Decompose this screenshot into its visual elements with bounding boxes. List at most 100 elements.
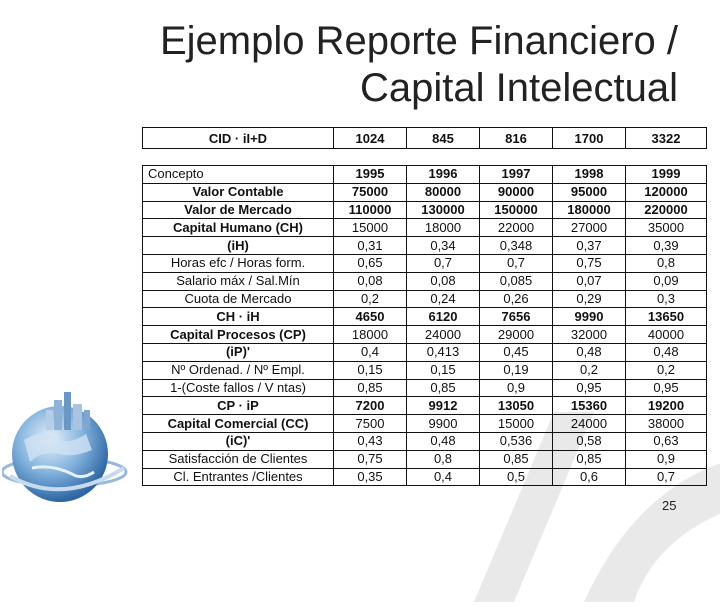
table-cell: 13650 xyxy=(625,307,707,327)
row-label: (iP)' xyxy=(142,342,334,362)
column-header: Concepto xyxy=(142,165,334,184)
table-cell: 0,6 xyxy=(552,467,626,487)
table-row: CP · iP 7200 9912 13050 15360 19200 xyxy=(142,396,707,416)
table-row: (iP)' 0,4 0,413 0,45 0,48 0,48 xyxy=(142,342,707,362)
table-cell: 0,2 xyxy=(552,360,626,380)
column-header: 1998 xyxy=(552,165,626,184)
table-cell: 7656 xyxy=(479,307,553,327)
table-cell: 90000 xyxy=(479,182,553,202)
table-cell: 0,95 xyxy=(625,378,707,398)
table-row: Capital Procesos (CP) 18000 24000 29000 3200… xyxy=(142,325,707,344)
table-cell: 0,9 xyxy=(625,449,707,469)
table-cell: 0,8 xyxy=(406,449,480,469)
top-row-label: CID · iI+D xyxy=(142,127,334,149)
table-cell: 15360 xyxy=(552,396,626,416)
table-cell: 0,7 xyxy=(625,467,707,487)
table-row: Horas efc / Horas form. 0,65 0,7 0,7 0,75 0,8 xyxy=(142,253,707,273)
row-label: Salario máx / Sal.Mín xyxy=(142,271,334,291)
column-header: 1997 xyxy=(479,165,553,184)
top-row-value: 3322 xyxy=(625,127,707,149)
table-cell: 0,48 xyxy=(625,342,707,362)
slide-title: Ejemplo Reporte Financiero / Capital Int… xyxy=(160,18,678,112)
globe-with-buildings-icon xyxy=(2,392,128,502)
table-cell: 0,95 xyxy=(552,378,626,398)
table-cell: 24000 xyxy=(406,325,480,344)
table-cell: 0,08 xyxy=(333,271,407,291)
table-cell: 9900 xyxy=(406,414,480,433)
table-cell: 0,58 xyxy=(552,431,626,451)
table-row: Cl. Entrantes /Clientes 0,35 0,4 0,5 0,6 0,7 xyxy=(142,467,707,487)
table-cell: 0,37 xyxy=(552,236,626,255)
top-row-value: 1700 xyxy=(552,127,626,149)
table-cell: 7200 xyxy=(333,396,407,416)
table-row: 1-(Coste fallos / V ntas) 0,85 0,85 0,9 0,95… xyxy=(142,378,707,398)
table-cell: 0,48 xyxy=(406,431,480,451)
column-header: 1999 xyxy=(625,165,707,184)
table-cell: 0,24 xyxy=(406,289,480,309)
table-cell: 9990 xyxy=(552,307,626,327)
table-cell: 0,348 xyxy=(479,236,553,255)
table-cell: 0,2 xyxy=(625,360,707,380)
table-row: Capital Humano (CH) 15000 18000 22000 27000 3… xyxy=(142,218,707,238)
row-label: Cuota de Mercado xyxy=(142,289,334,309)
top-row-value: 845 xyxy=(406,127,480,149)
table-cell: 130000 xyxy=(406,200,480,220)
table-cell: 35000 xyxy=(625,218,707,238)
top-row-value: 816 xyxy=(479,127,553,149)
table-header-row: Concepto 1995 1996 1997 1998 1999 xyxy=(142,165,707,184)
table-cell: 0,45 xyxy=(479,342,553,362)
table-row: Salario máx / Sal.Mín 0,08 0,08 0,085 0,07 0,… xyxy=(142,271,707,291)
table-cell: 0,48 xyxy=(552,342,626,362)
table-cell: 150000 xyxy=(479,200,553,220)
table-cell: 0,35 xyxy=(333,467,407,487)
table-cell: 0,29 xyxy=(552,289,626,309)
table-cell: 0,85 xyxy=(552,449,626,469)
table-cell: 32000 xyxy=(552,325,626,344)
table-cell: 0,7 xyxy=(406,253,480,273)
table-cell: 0,43 xyxy=(333,431,407,451)
table-cell: 15000 xyxy=(479,414,553,433)
table-row: CID · iI+D 1024 845 816 1700 3322 xyxy=(142,127,707,149)
column-header: 1996 xyxy=(406,165,480,184)
row-label: Cl. Entrantes /Clientes xyxy=(142,467,334,487)
table-cell: 18000 xyxy=(333,325,407,344)
row-label: Horas efc / Horas form. xyxy=(142,253,334,273)
table-cell: 0,5 xyxy=(479,467,553,487)
row-label: Capital Comercial (CC) xyxy=(142,414,334,433)
table-row: CH · iH 4650 6120 7656 9990 13650 xyxy=(142,307,707,327)
page-number: 25 xyxy=(662,498,677,513)
table-cell: 0,536 xyxy=(479,431,553,451)
row-label: Valor de Mercado xyxy=(142,200,334,220)
table-cell: 0,4 xyxy=(333,342,407,362)
table-cell: 0,09 xyxy=(625,271,707,291)
row-label: CH · iH xyxy=(142,307,334,327)
table-cell: 0,85 xyxy=(333,378,407,398)
table-row: Cuota de Mercado 0,2 0,24 0,26 0,29 0,3 xyxy=(142,289,707,309)
table-cell: 0,2 xyxy=(333,289,407,309)
table-cell: 0,15 xyxy=(406,360,480,380)
row-label: Valor Contable xyxy=(142,182,334,202)
table-cell: 0,26 xyxy=(479,289,553,309)
table-cell: 9912 xyxy=(406,396,480,416)
table-cell: 0,9 xyxy=(479,378,553,398)
table-row: (iH) 0,31 0,34 0,348 0,37 0,39 xyxy=(142,236,707,255)
table-cell: 38000 xyxy=(625,414,707,433)
table-row: Capital Comercial (CC) 7500 9900 15000 24000… xyxy=(142,414,707,433)
row-label: (iH) xyxy=(142,236,334,255)
row-label: (iC)' xyxy=(142,431,334,451)
table-cell: 0,39 xyxy=(625,236,707,255)
table-cell: 29000 xyxy=(479,325,553,344)
table-cell: 4650 xyxy=(333,307,407,327)
table-cell: 0,7 xyxy=(479,253,553,273)
table-cell: 0,19 xyxy=(479,360,553,380)
slide-title-line1: Ejemplo Reporte Financiero / xyxy=(159,19,678,63)
table-cell: 0,8 xyxy=(625,253,707,273)
table-cell: 24000 xyxy=(552,414,626,433)
table-cell: 40000 xyxy=(625,325,707,344)
row-label: Satisfacción de Clientes xyxy=(142,449,334,469)
table-cell: 220000 xyxy=(625,200,707,220)
table-row: Nº Ordenad. / Nº Empl. 0,15 0,15 0,19 0,2 0,2 xyxy=(142,360,707,380)
table-cell: 7500 xyxy=(333,414,407,433)
table-cell: 0,63 xyxy=(625,431,707,451)
table-cell: 75000 xyxy=(333,182,407,202)
